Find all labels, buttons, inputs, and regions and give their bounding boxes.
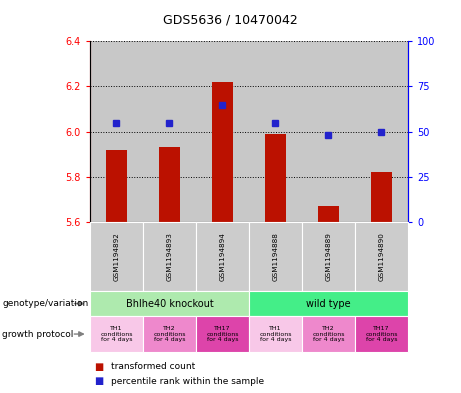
Text: TH17
conditions
for 4 days: TH17 conditions for 4 days [206,326,239,342]
Text: percentile rank within the sample: percentile rank within the sample [111,377,264,386]
Text: GSM1194893: GSM1194893 [166,232,172,281]
Bar [106,150,127,222]
Text: genotype/variation: genotype/variation [2,299,89,308]
Text: wild type: wild type [306,299,351,309]
Text: TH1
conditions
for 4 days: TH1 conditions for 4 days [100,326,133,342]
Text: GSM1194889: GSM1194889 [325,232,331,281]
Text: TH2
conditions
for 4 days: TH2 conditions for 4 days [153,326,186,342]
Bar [371,173,392,222]
Text: GSM1194890: GSM1194890 [378,232,384,281]
Bar [265,134,286,222]
Text: GDS5636 / 10470042: GDS5636 / 10470042 [163,14,298,27]
Text: ■: ■ [95,376,104,386]
Text: ■: ■ [95,362,104,372]
Bar [159,147,180,222]
Bar [212,82,233,222]
Text: TH17
conditions
for 4 days: TH17 conditions for 4 days [365,326,398,342]
Text: transformed count: transformed count [111,362,195,371]
Text: GSM1194888: GSM1194888 [272,232,278,281]
Bar [318,206,339,222]
Text: growth protocol: growth protocol [2,330,74,338]
Text: Bhlhe40 knockout: Bhlhe40 knockout [125,299,213,309]
Text: GSM1194894: GSM1194894 [219,232,225,281]
Text: TH2
conditions
for 4 days: TH2 conditions for 4 days [312,326,345,342]
Text: TH1
conditions
for 4 days: TH1 conditions for 4 days [259,326,292,342]
Text: GSM1194892: GSM1194892 [113,232,119,281]
